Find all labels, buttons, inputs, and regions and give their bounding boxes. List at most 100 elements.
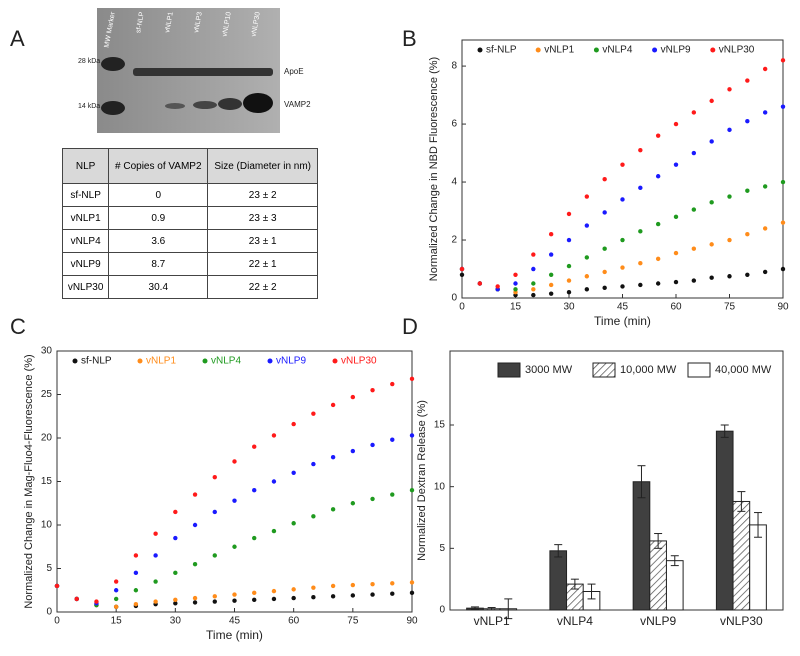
lane-label: vNLP30 — [251, 11, 262, 37]
data-point — [673, 279, 679, 285]
panel-label: D — [402, 314, 418, 339]
table-cell: 22 ± 1 — [207, 252, 318, 276]
y-tick-label: 0 — [439, 605, 445, 616]
data-point — [727, 237, 732, 243]
data-point — [566, 263, 572, 269]
data-point — [291, 587, 296, 592]
legend-marker — [267, 358, 273, 364]
data-point — [477, 281, 483, 286]
legend-swatch — [687, 362, 711, 378]
band — [133, 68, 273, 76]
y-tick-label: 0 — [451, 293, 457, 304]
data-point — [745, 272, 750, 278]
legend-label: vNLP1 — [544, 45, 574, 56]
data-point — [531, 266, 536, 272]
data-point — [330, 507, 336, 512]
y-axis-label: Normalized Dextran Release (%) — [416, 400, 428, 561]
data-point — [709, 200, 714, 205]
error-bar — [720, 424, 729, 438]
band — [243, 93, 273, 113]
band — [193, 101, 217, 109]
data-point — [691, 150, 697, 156]
y-tick-label: 20 — [41, 433, 53, 444]
data-point — [638, 147, 643, 153]
data-point — [153, 599, 158, 604]
data-point — [271, 596, 277, 602]
table-cell: 23 ± 3 — [207, 206, 318, 230]
data-point — [409, 433, 415, 438]
y-axis-label: Normalized Change in Mag-Fluo4-Fluoresce… — [23, 354, 35, 608]
data-point — [602, 176, 607, 182]
x-tick-label: vNLP4 — [557, 614, 593, 628]
y-tick-label: 8 — [451, 61, 457, 72]
data-point — [548, 282, 554, 288]
table-cell: vNLP9 — [61, 252, 110, 276]
data-point — [531, 252, 536, 257]
data-point — [745, 118, 750, 124]
data-point — [370, 581, 375, 587]
bar — [632, 481, 651, 611]
bar — [649, 540, 667, 611]
x-tick-label: vNLP9 — [640, 614, 676, 628]
data-point — [173, 597, 178, 603]
legend-label: 10,000 MW — [620, 364, 677, 376]
x-tick-label: 45 — [229, 616, 241, 627]
error-bar — [570, 578, 579, 590]
data-point — [252, 597, 257, 603]
data-point — [709, 242, 714, 247]
panel-label: B — [402, 26, 417, 51]
data-point — [762, 184, 768, 189]
data-point — [271, 588, 277, 594]
data-point — [513, 272, 518, 278]
x-tick-label: 30 — [170, 616, 182, 627]
data-point — [727, 87, 732, 92]
table-cell: 30.4 — [108, 275, 209, 299]
data-point — [153, 531, 158, 536]
data-point — [212, 553, 217, 558]
data-point — [330, 454, 336, 460]
data-point — [602, 210, 607, 215]
legend-marker — [710, 47, 716, 53]
data-point — [531, 292, 536, 298]
marker-label: 28 kDa — [78, 58, 100, 65]
data-point — [212, 509, 217, 515]
legend-marker — [535, 47, 541, 53]
data-point — [673, 121, 679, 127]
table-cell: sf-NLP — [61, 183, 110, 207]
data-point — [271, 433, 277, 438]
legend-label: sf-NLP — [486, 45, 517, 56]
table-cell: 0.9 — [108, 206, 209, 230]
data-point — [566, 290, 572, 295]
data-point — [94, 599, 99, 604]
data-point — [133, 570, 139, 576]
table-cell: 23 ± 2 — [207, 183, 318, 207]
data-point — [691, 278, 697, 283]
legend-label: vNLP4 — [211, 356, 241, 367]
data-point — [350, 394, 356, 400]
data-point — [311, 411, 316, 416]
data-point — [584, 223, 590, 228]
lane-label: vNLP3 — [193, 11, 204, 33]
data-point — [133, 588, 139, 593]
data-point — [74, 596, 79, 602]
data-point — [390, 492, 395, 497]
table-cell: vNLP4 — [61, 229, 110, 253]
data-point — [192, 595, 198, 601]
data-point — [548, 232, 554, 237]
data-point — [655, 133, 661, 138]
data-point — [370, 496, 375, 502]
bar — [665, 560, 684, 611]
data-point — [291, 470, 296, 475]
data-point — [638, 229, 643, 234]
data-point — [745, 232, 750, 237]
y-tick-label: 4 — [451, 177, 457, 188]
nlp-table: NLP # Copies of VAMP2 Size (Diameter in nm… — [61, 148, 318, 299]
x-tick-label: 60 — [670, 302, 682, 313]
data-point — [584, 194, 590, 199]
data-point — [409, 580, 415, 585]
data-point — [311, 585, 316, 590]
data-point — [153, 579, 158, 584]
x-tick-label: 0 — [54, 616, 60, 627]
legend-label: vNLP30 — [341, 356, 377, 367]
